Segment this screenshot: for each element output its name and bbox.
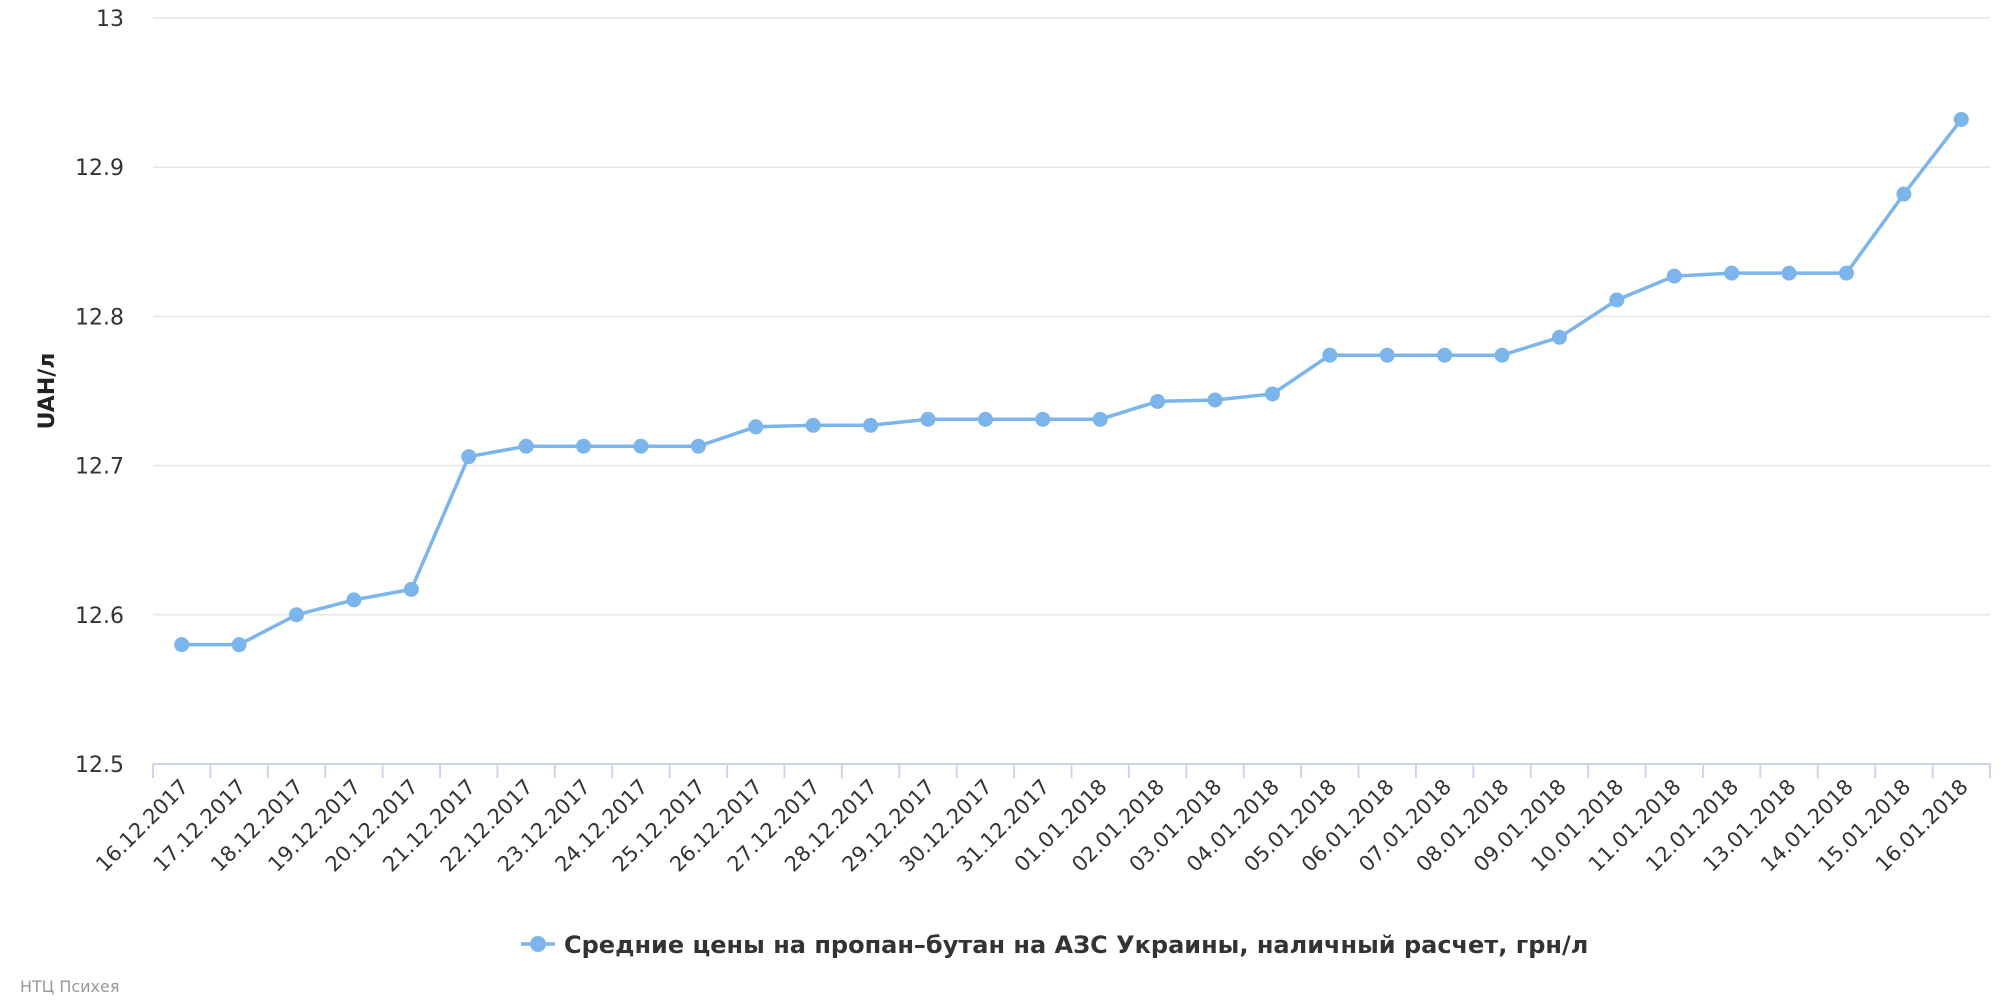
series-line [179,117,1964,647]
y-tick-label: 12.9 [75,156,124,181]
data-point[interactable] [1781,265,1797,281]
data-point[interactable] [461,449,477,465]
grid-lines [153,17,1990,616]
y-tick-label: 13 [96,7,124,32]
data-point[interactable] [633,438,649,454]
data-point[interactable] [518,438,534,454]
y-tick-label: 12.6 [75,604,124,629]
data-point[interactable] [1666,268,1682,284]
data-point[interactable] [863,417,879,433]
data-point[interactable] [576,438,592,454]
data-point[interactable] [1035,411,1051,427]
legend-symbol-marker [530,936,546,952]
data-point[interactable] [977,411,993,427]
data-point[interactable] [1092,411,1108,427]
y-tick-label: 12.5 [75,753,124,778]
y-tick-label: 12.7 [75,455,124,480]
data-point[interactable] [231,637,247,653]
data-point[interactable] [289,607,305,623]
data-point[interactable] [690,438,706,454]
y-axis-label: UAH/л [35,353,60,430]
data-point[interactable] [1437,347,1453,363]
data-point[interactable] [1494,347,1510,363]
data-point[interactable] [1953,111,1969,127]
data-point[interactable] [174,637,190,653]
data-point[interactable] [1724,265,1740,281]
legend-label: Средние цены на пропан–бутан на АЗС Укра… [564,931,1588,959]
data-point[interactable] [920,411,936,427]
data-point[interactable] [1379,347,1395,363]
data-point[interactable] [346,592,362,608]
y-tick-label: 12.8 [75,305,124,330]
data-point[interactable] [1264,386,1280,402]
data-point[interactable] [1896,186,1912,202]
data-point[interactable] [1838,265,1854,281]
plot-area [174,111,1969,653]
data-point[interactable] [1322,347,1338,363]
credit-label[interactable]: НТЦ Психея [20,977,119,996]
data-point[interactable] [1207,392,1223,408]
legend[interactable]: Средние цены на пропан–бутан на АЗС Укра… [521,931,1588,959]
x-axis: 16.12.201717.12.201718.12.201719.12.2017… [91,763,1991,877]
data-point[interactable] [748,419,764,435]
data-point[interactable] [1551,329,1567,345]
y-axis-ticks: 12.5 12.6 12.7 12.8 12.9 13 [75,7,124,778]
data-point[interactable] [1609,292,1625,308]
data-point[interactable] [1150,393,1166,409]
data-point[interactable] [403,581,419,597]
data-point[interactable] [805,417,821,433]
